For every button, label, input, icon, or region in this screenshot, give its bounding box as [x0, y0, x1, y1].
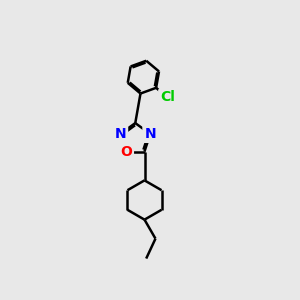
Text: O: O	[120, 145, 132, 158]
Text: N: N	[115, 127, 126, 141]
Text: Cl: Cl	[160, 91, 175, 104]
Text: N: N	[144, 127, 156, 141]
